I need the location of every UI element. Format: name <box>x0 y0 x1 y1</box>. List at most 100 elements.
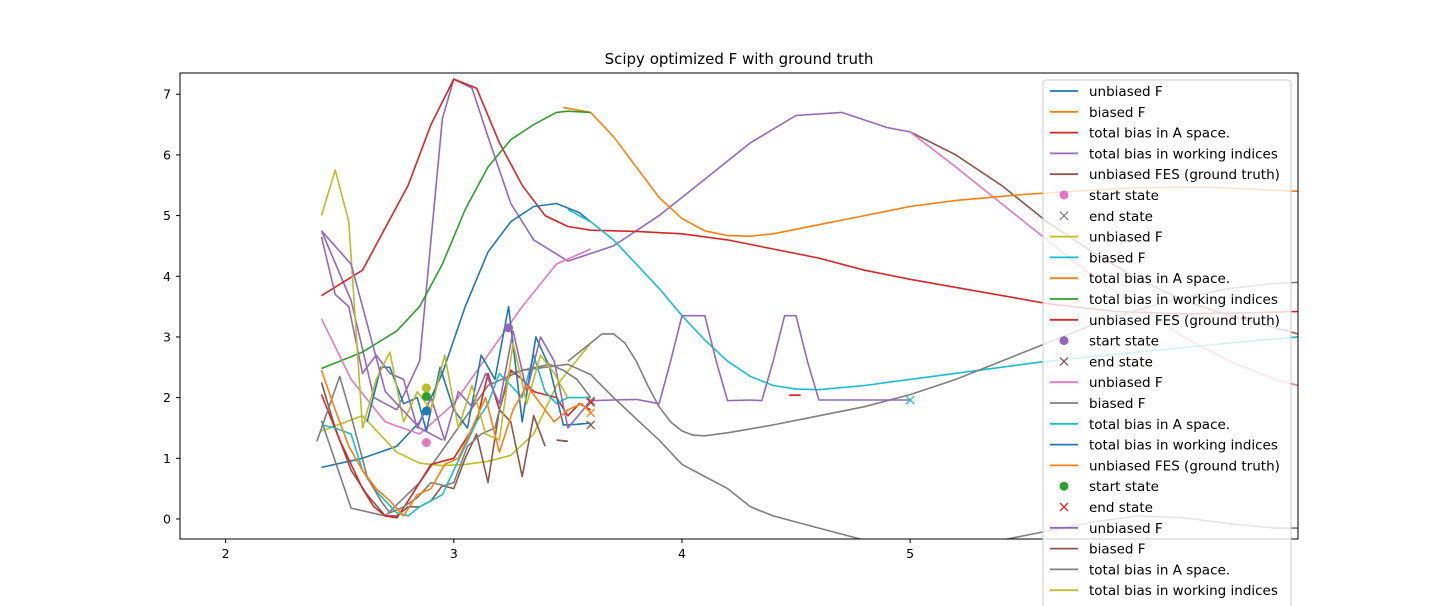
legend-entry: total bias in A space. <box>1050 126 1230 142</box>
x-tick-label: 5 <box>906 546 914 561</box>
legend-label: unbiased F <box>1089 375 1163 391</box>
legend-entry: total bias in working indices <box>1050 146 1278 162</box>
legend-dot-swatch <box>1059 481 1069 491</box>
series-line-9 <box>321 342 592 467</box>
legend: unbiased F biased F total bias in A space.… <box>1042 79 1292 606</box>
y-tick-label: 2 <box>163 390 171 405</box>
y-tick-label: 3 <box>163 329 171 344</box>
series-line-14 <box>321 354 591 517</box>
legend-x-swatch <box>1059 211 1069 221</box>
legend-label: unbiased FES (ground truth) <box>1089 458 1280 474</box>
end-state-marker <box>586 396 596 406</box>
markers-layer <box>421 323 915 448</box>
legend-entry: biased F <box>1050 105 1146 121</box>
legend-entry: start state <box>1059 479 1159 495</box>
legend-label: end state <box>1089 500 1153 516</box>
start-state-marker <box>421 406 431 416</box>
legend-entry: total bias in A space. <box>1050 271 1230 287</box>
legend-entry: biased F <box>1050 542 1146 558</box>
legend-label: total bias in A space. <box>1089 417 1230 433</box>
legend-label: unbiased F <box>1089 230 1163 246</box>
legend-entry: unbiased F <box>1050 84 1163 100</box>
legend-entry: unbiased F <box>1050 230 1163 246</box>
y-tick-label: 5 <box>163 208 171 223</box>
x-tick-label: 4 <box>678 546 686 561</box>
series-line-5 <box>321 110 591 370</box>
start-state-marker <box>421 383 431 393</box>
start-state-marker <box>504 323 514 333</box>
series-line-0 <box>320 78 911 411</box>
end-state-marker <box>586 408 596 418</box>
legend-dot-swatch <box>1059 190 1069 200</box>
legend-label: start state <box>1089 188 1159 204</box>
legend-label: unbiased F <box>1089 84 1163 100</box>
end-state-marker <box>586 398 596 407</box>
series-line-19 <box>320 370 592 517</box>
legend-entry: total bias in A space. <box>1050 562 1230 578</box>
legend-label: biased F <box>1089 105 1146 121</box>
legend-entry: end state <box>1059 354 1153 370</box>
legend-label: total bias in working indices <box>1089 438 1278 454</box>
y-tick-label: 6 <box>163 147 171 162</box>
series-line-18 <box>320 169 569 441</box>
y-tick-label: 1 <box>163 451 171 466</box>
start-state-marker <box>421 391 431 401</box>
legend-label: total bias in working indices <box>1089 146 1278 162</box>
legend-entry: end state <box>1059 500 1153 516</box>
legend-label: biased F <box>1089 542 1146 558</box>
legend-entry: total bias in working indices <box>1050 583 1278 599</box>
legend-x-swatch <box>1059 502 1069 512</box>
y-tick-label: 0 <box>163 511 171 526</box>
series-segment-1 <box>556 439 568 443</box>
legend-label: total bias in A space. <box>1089 271 1230 287</box>
legend-entry: unbiased F <box>1050 521 1163 537</box>
plot-frame <box>179 72 1299 540</box>
legend-entry: total bias in working indices <box>1050 292 1278 308</box>
series-line-6 <box>321 202 592 469</box>
series-layer <box>316 78 1298 539</box>
legend-label: start state <box>1089 334 1159 350</box>
y-tick-label: 7 <box>163 87 171 102</box>
legend-label: unbiased F <box>1089 521 1163 537</box>
legend-label: total bias in A space. <box>1089 562 1230 578</box>
legend-label: end state <box>1089 209 1153 225</box>
legend-x-swatch <box>1059 356 1069 366</box>
y-tick-label: 4 <box>163 269 171 284</box>
legend-box <box>1042 79 1292 606</box>
legend-entry: biased F <box>1050 396 1146 412</box>
legend-entry: end state <box>1059 209 1153 225</box>
legend-entry: unbiased FES (ground truth) <box>1050 458 1280 474</box>
legend-dot-swatch <box>1059 336 1069 346</box>
legend-label: total bias in working indices <box>1089 583 1278 599</box>
x-axis: 2 3 4 5 <box>222 539 914 561</box>
x-tick-label: 3 <box>450 546 458 561</box>
legend-entry: start state <box>1059 334 1159 350</box>
legend-entry: unbiased FES (ground truth) <box>1050 167 1280 183</box>
legend-entry: unbiased FES (ground truth) <box>1050 313 1280 329</box>
legend-entry: unbiased F <box>1050 375 1163 391</box>
series-line-20 <box>320 230 443 441</box>
chart-title: Scipy optimized F with ground truth <box>605 50 874 68</box>
legend-entry: start state <box>1059 188 1159 204</box>
legend-label: start state <box>1089 479 1159 495</box>
x-tick-label: 2 <box>222 546 230 561</box>
legend-label: biased F <box>1089 250 1146 266</box>
series-line-13 <box>320 369 592 519</box>
start-state-marker <box>421 438 431 448</box>
legend-label: end state <box>1089 354 1153 370</box>
legend-entry: total bias in A space. <box>1050 417 1230 433</box>
end-state-marker <box>586 420 596 430</box>
legend-entry: biased F <box>1050 250 1146 266</box>
series-line-17 <box>316 363 592 514</box>
legend-label: unbiased FES (ground truth) <box>1089 313 1280 329</box>
legend-label: unbiased FES (ground truth) <box>1089 167 1280 183</box>
legend-label: biased F <box>1089 396 1146 412</box>
y-axis: 0 1 2 3 4 5 6 7 <box>163 87 180 526</box>
end-state-marker <box>905 395 915 405</box>
legend-label: total bias in working indices <box>1089 292 1278 308</box>
legend-entry: total bias in working indices <box>1050 438 1278 454</box>
series-line-8 <box>320 248 592 435</box>
series-line-16 <box>320 236 911 441</box>
legend-label: total bias in A space. <box>1089 126 1230 142</box>
